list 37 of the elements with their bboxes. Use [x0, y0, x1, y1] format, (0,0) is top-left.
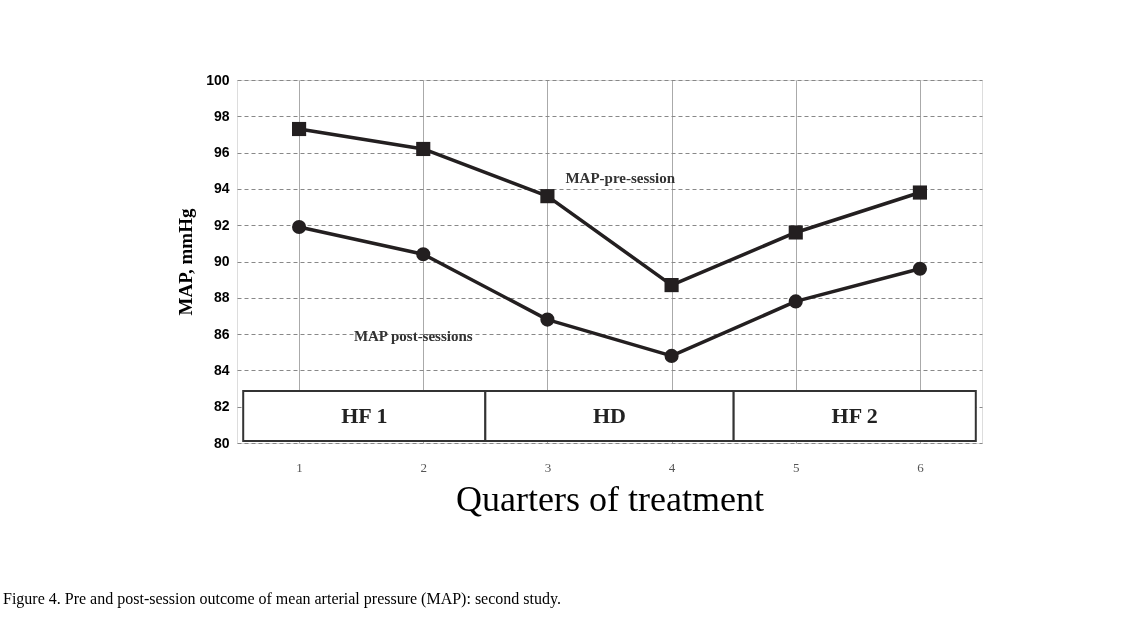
- y-tick-label: 100: [206, 71, 230, 88]
- x-tick-label: 5: [793, 459, 800, 475]
- x-tick-label: 1: [296, 459, 303, 475]
- band-label: HD: [593, 403, 626, 428]
- point: [788, 225, 803, 240]
- point: [540, 189, 555, 204]
- x-tick-label: 2: [420, 459, 427, 475]
- y-tick-label: 92: [213, 216, 230, 233]
- point: [788, 294, 803, 309]
- x-axis-title: Quarters of treatment: [456, 478, 764, 519]
- point: [292, 219, 307, 235]
- caption: Figure 4. Pre and post-session outcome of mean arterial pressure (MAP): second study.: [3, 590, 561, 608]
- point: [292, 121, 307, 137]
- point: [912, 261, 927, 276]
- text: MAP post-sessions: [353, 328, 473, 345]
- y-tick-label: 84: [213, 361, 230, 378]
- x-tick-label: 4: [668, 459, 676, 475]
- band-label: HF 1: [341, 403, 388, 428]
- x-tick-label: 3: [544, 459, 552, 475]
- series-label: MAP-pre-session: [565, 170, 676, 187]
- point: [664, 348, 679, 363]
- y-tick-label: 80: [213, 434, 230, 451]
- band-label: HF 2: [831, 403, 878, 428]
- y-axis-title: MAP, mmHg: [175, 208, 197, 316]
- y-tick-label: 98: [213, 107, 230, 124]
- y-tick-label: 82: [213, 398, 230, 415]
- y-tick-label: 94: [213, 180, 230, 197]
- y-tick-label: 88: [213, 289, 230, 306]
- point: [416, 247, 431, 262]
- point: [540, 312, 555, 327]
- x-tick-label: 6: [917, 459, 925, 475]
- point: [912, 185, 927, 200]
- point: [416, 141, 431, 157]
- y-tick-label: 86: [213, 325, 230, 342]
- point: [664, 278, 679, 293]
- y-tick-label: 96: [213, 144, 230, 161]
- y-tick-label: 90: [213, 253, 230, 269]
